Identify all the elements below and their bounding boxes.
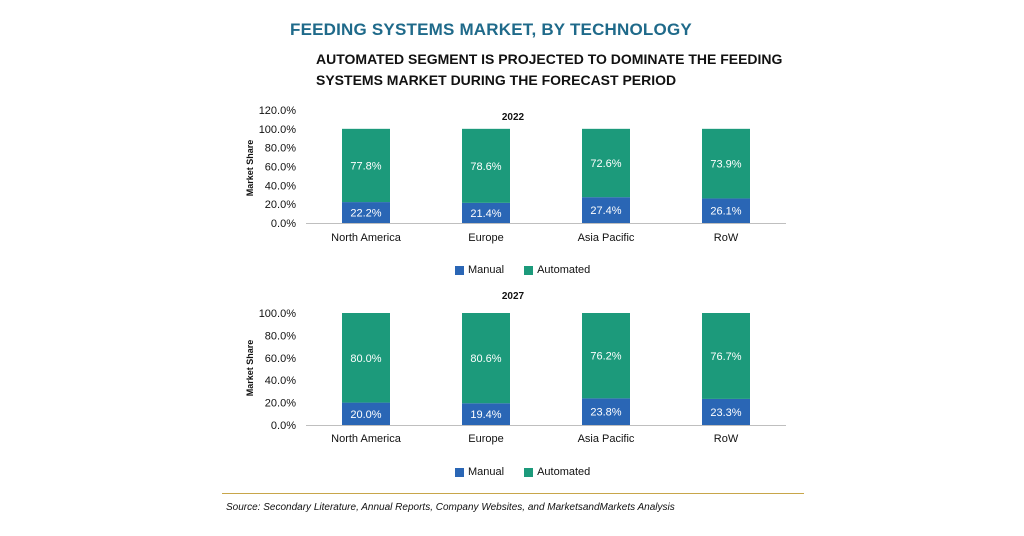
data-label-automated: 72.6% [590, 158, 621, 170]
y-tick-label: 20.0% [265, 199, 296, 211]
legend-swatch-automated [524, 467, 534, 477]
data-label-manual: 23.8% [590, 407, 621, 419]
chart-panel-title: 2027 [502, 291, 525, 302]
bar-manual [702, 398, 750, 425]
x-category-label: Europe [468, 433, 503, 445]
legend-item-manual: Manual [455, 264, 504, 276]
bar-manual [342, 402, 390, 425]
bar-manual [462, 403, 510, 425]
bar-automated [462, 313, 510, 404]
y-tick-label: 60.0% [265, 353, 296, 365]
legend-swatch-manual [455, 467, 464, 477]
data-label-automated: 76.7% [710, 351, 741, 363]
legend-swatch-automated [524, 265, 534, 275]
y-tick-label: 40.0% [265, 180, 296, 192]
bar-manual [582, 398, 630, 425]
x-category-label: Asia Pacific [578, 433, 635, 445]
bar-manual [582, 197, 630, 223]
bar-automated [342, 313, 390, 403]
data-label-automated: 78.6% [470, 161, 501, 173]
source-divider [222, 493, 804, 494]
y-tick-label: 100.0% [259, 124, 297, 136]
bar-automated [462, 128, 510, 203]
bar-automated [342, 128, 390, 203]
bar-manual [702, 198, 750, 223]
chart-panel-title: 2022 [502, 112, 525, 123]
data-label-manual: 27.4% [590, 205, 621, 217]
bar-automated [582, 313, 630, 399]
data-label-manual: 23.3% [710, 407, 741, 419]
chart-2027: 2027 Market Share 0.0% 20.0% 40.0% 60.0% 80.0%… [245, 291, 786, 445]
x-category-label: Asia Pacific [578, 232, 635, 244]
data-label-automated: 76.2% [590, 351, 621, 363]
bar-automated [582, 128, 630, 198]
bar-automated [702, 313, 750, 399]
legend-swatch-manual [455, 265, 464, 275]
y-tick-label: 0.0% [271, 420, 296, 432]
data-label-manual: 21.4% [470, 208, 501, 220]
legend-2027: Manual Automated [455, 466, 604, 478]
legend-item-automated: Automated [524, 264, 590, 276]
y-tick-label: 20.0% [265, 398, 296, 410]
data-label-manual: 26.1% [710, 206, 741, 218]
chart-title: FEEDING SYSTEMS MARKET, BY TECHNOLOGY [290, 20, 692, 39]
legend-item-manual: Manual [455, 466, 504, 478]
y-axis-label: Market Share [245, 140, 255, 197]
data-label-manual: 22.2% [350, 208, 381, 220]
legend-2022: Manual Automated [455, 264, 604, 276]
y-tick-label: 100.0% [259, 308, 297, 320]
legend-label-automated: Automated [537, 466, 591, 478]
data-label-manual: 19.4% [470, 409, 501, 421]
legend-item-automated: Automated [524, 466, 590, 478]
data-label-automated: 80.0% [350, 353, 381, 365]
y-axis-label: Market Share [245, 340, 255, 397]
data-label-automated: 73.9% [710, 159, 741, 171]
source-note: Source: Secondary Literature, Annual Rep… [226, 502, 675, 513]
x-category-label: RoW [714, 433, 739, 445]
y-tick-label: 80.0% [265, 143, 296, 155]
y-tick-label: 40.0% [265, 375, 296, 387]
y-tick-label: 80.0% [265, 330, 296, 342]
legend-label-manual: Manual [468, 466, 505, 478]
bar-manual [462, 202, 510, 223]
chart-subtitle: AUTOMATED SEGMENT IS PROJECTED TO DOMINA… [316, 51, 783, 88]
bar-manual [342, 202, 390, 223]
y-tick-label: 0.0% [271, 218, 296, 230]
y-tick-label: 120.0% [259, 105, 297, 117]
x-category-label: North America [331, 433, 402, 445]
x-category-label: RoW [714, 232, 739, 244]
data-label-automated: 80.6% [470, 353, 501, 365]
data-label-manual: 20.0% [350, 409, 381, 421]
legend-label-automated: Automated [537, 264, 591, 276]
x-category-label: Europe [468, 232, 503, 244]
bar-automated [702, 128, 750, 199]
y-tick-label: 60.0% [265, 162, 296, 174]
chart-2022: 2022 Market Share 0.0% 20.0% 40.0% 60.0% 80.0%… [245, 105, 786, 244]
x-category-label: North America [331, 232, 402, 244]
legend-label-manual: Manual [468, 264, 505, 276]
data-label-automated: 77.8% [350, 160, 381, 172]
